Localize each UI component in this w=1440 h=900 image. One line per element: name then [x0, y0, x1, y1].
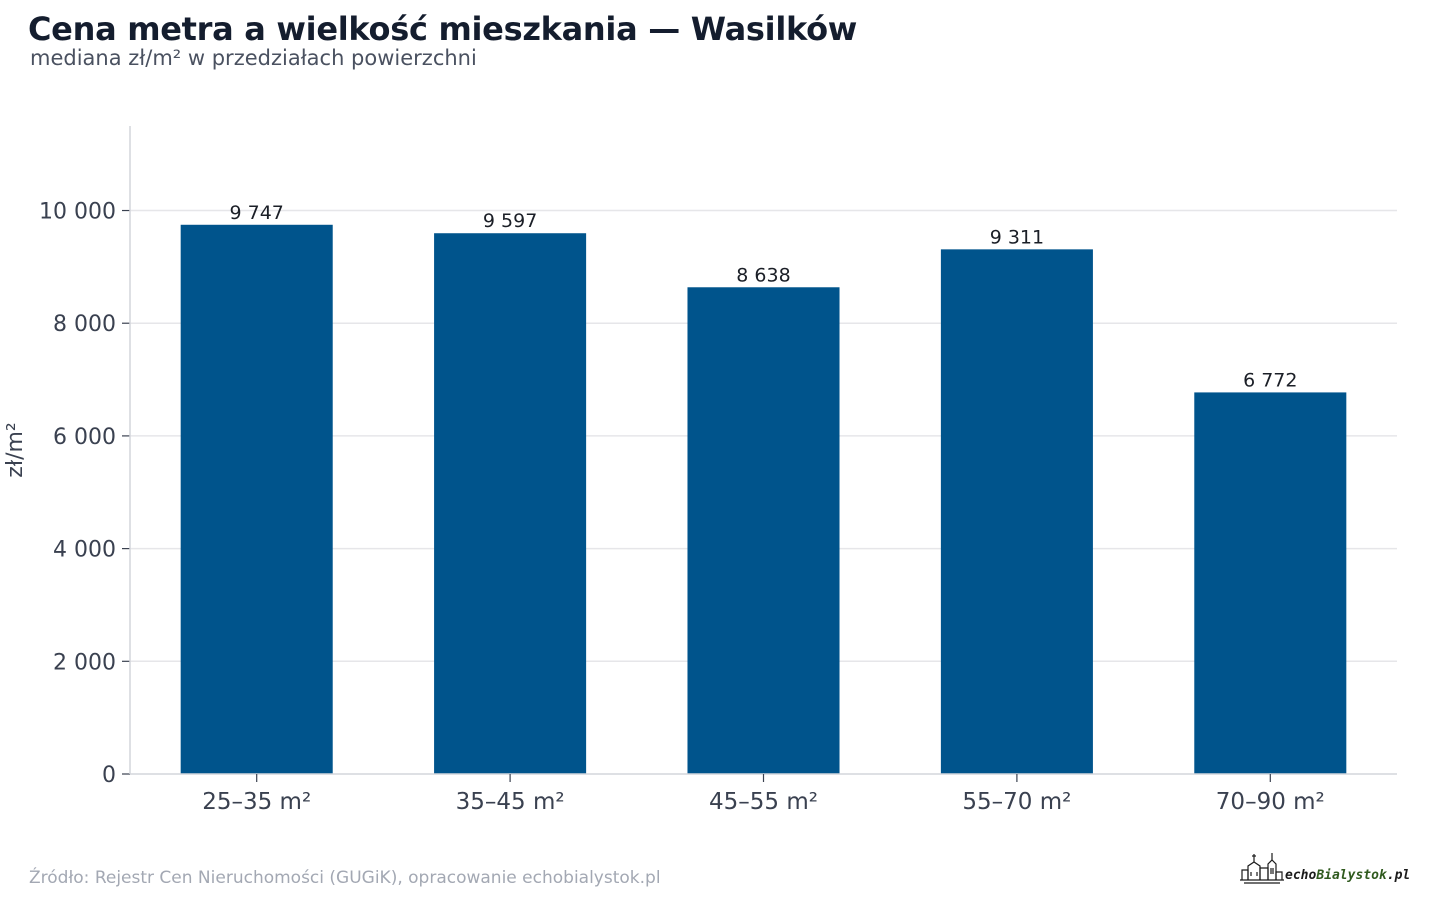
bar: [940, 249, 1093, 774]
bar-value-label: 6 772: [1243, 369, 1297, 391]
y-tick-label: 0: [102, 763, 116, 788]
x-tick-label: 55–70 m²: [962, 789, 1071, 815]
chart-subtitle: mediana zł/m² w przedziałach powierzchni: [30, 46, 477, 70]
y-tick-label: 2 000: [53, 650, 116, 675]
city-skyline-icon: [1240, 853, 1284, 884]
bar: [1194, 392, 1347, 774]
bar-value-label: 8 638: [736, 264, 790, 286]
bar-value-label: 9 311: [990, 226, 1044, 248]
bar: [180, 224, 333, 775]
logo-echo: echo: [1285, 868, 1316, 883]
y-axis-label: zł/m²: [3, 422, 28, 477]
bars: [180, 224, 1347, 775]
source-note: Źródło: Rejestr Cen Nieruchomości (GUGiK…: [29, 868, 661, 888]
chart-title: Cena metra a wielkość mieszkania — Wasil…: [28, 10, 858, 48]
y-tick-label: 10 000: [39, 200, 116, 225]
logo-tld: .pl: [1387, 868, 1410, 883]
bar-value-label: 9 747: [229, 202, 283, 224]
x-tick-label: 35–45 m²: [456, 789, 565, 815]
bar: [434, 233, 587, 774]
y-tick-label: 6 000: [53, 425, 116, 450]
bar-value-label: 9 597: [483, 210, 537, 232]
x-tick-label: 25–35 m²: [202, 789, 311, 815]
x-tick-label: 70–90 m²: [1216, 789, 1325, 815]
axes: 0 2 000 4 000 6 000 8 000 10 000 25–35 m² 35–45…: [39, 126, 1397, 815]
logo-city: Bialystok: [1315, 868, 1388, 883]
y-tick-label: 8 000: [53, 312, 116, 337]
bar: [687, 287, 840, 774]
value-labels: 9 747 9 597 8 638 9 311 6 772: [229, 202, 1297, 392]
x-tick-label: 45–55 m²: [709, 789, 818, 815]
svg-text:echoBialystok.pl: echoBialystok.pl: [1285, 868, 1410, 883]
echobialystok-logo: echoBialystok.pl: [1240, 853, 1410, 884]
y-tick-label: 4 000: [53, 538, 116, 563]
